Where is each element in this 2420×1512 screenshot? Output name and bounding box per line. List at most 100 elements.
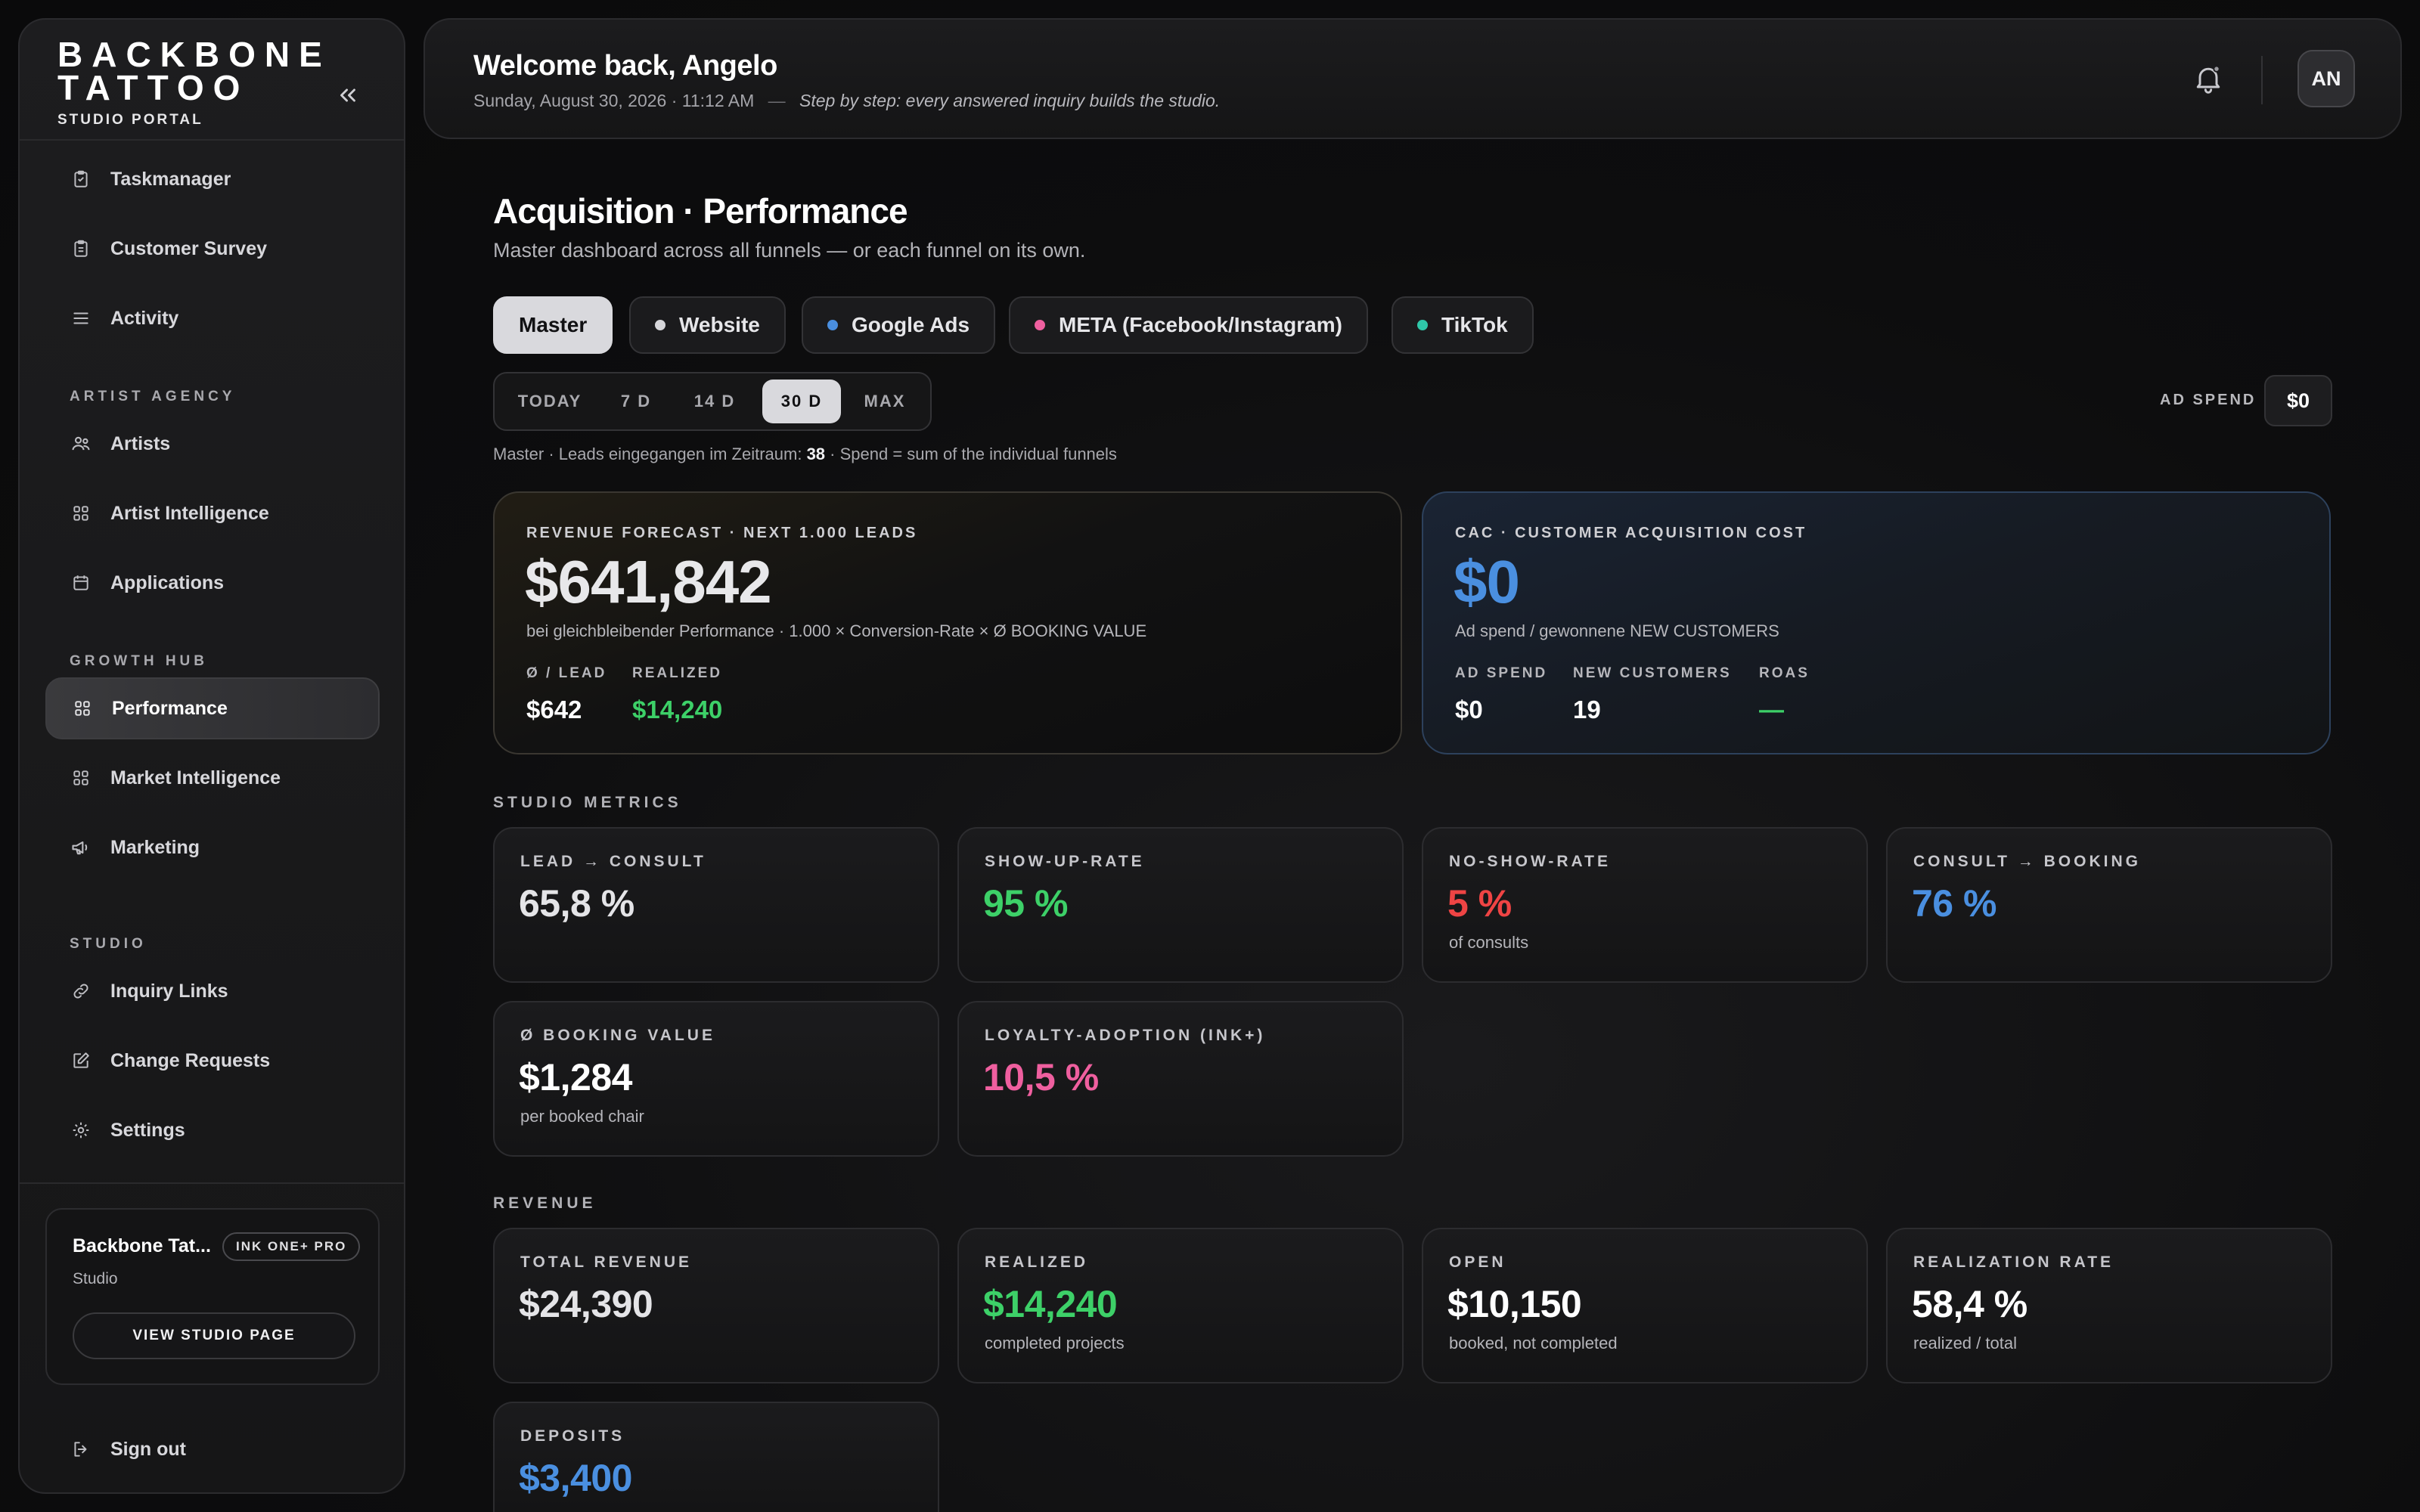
- grid-icon: [70, 767, 92, 789]
- users-icon: [70, 432, 92, 455]
- sidebar-item-applications[interactable]: Applications: [45, 552, 380, 614]
- brand-line-1: BACKBONE: [57, 35, 331, 74]
- sidebar-item-settings[interactable]: Settings: [45, 1099, 380, 1161]
- sidebar-item-label: Applications: [110, 572, 225, 593]
- metric-note: of consults: [1449, 933, 1529, 952]
- current-datetime: Sunday, August 30, 2026 · 11:12 AM: [473, 91, 755, 110]
- date-range-selector: TODAY 7 D 14 D 30 D MAX: [493, 372, 932, 431]
- sidebar-item-label: Taskmanager: [110, 168, 231, 190]
- tab-website[interactable]: Website: [629, 296, 786, 354]
- forecast-value: $641,842: [525, 548, 772, 615]
- metric-label: NO-SHOW-RATE: [1449, 853, 1612, 870]
- tagline: Step by step: every answered inquiry bui…: [799, 91, 1221, 110]
- metric-card-lead-consult: LEAD → CONSULT 65,8 %: [493, 827, 939, 983]
- list-icon: [70, 307, 92, 330]
- sidebar-item-label: Settings: [110, 1119, 185, 1141]
- range-14d[interactable]: 14 D: [693, 392, 736, 411]
- sidebar-item-performance[interactable]: Performance: [45, 677, 380, 739]
- edit-icon: [70, 1049, 92, 1072]
- sidebar-item-taskmanager[interactable]: Taskmanager: [45, 148, 380, 210]
- metric-note: booked, not completed: [1449, 1334, 1618, 1352]
- tab-google-ads[interactable]: Google Ads: [802, 296, 996, 354]
- studio-metrics-heading: STUDIO METRICS: [493, 794, 682, 811]
- funnel-dot-icon: [1417, 320, 1428, 330]
- subline-separator: —: [768, 91, 786, 110]
- revenue-forecast-card: REVENUE FORECAST · NEXT 1.000 LEADS $641…: [493, 491, 1402, 754]
- metric-value: 76 %: [1912, 882, 1996, 925]
- stat-label: Ø / LEAD: [526, 665, 607, 681]
- funnel-dot-icon: [827, 320, 838, 330]
- metric-card-deposits: DEPOSITS $3,400: [493, 1402, 939, 1512]
- sidebar-item-inquiry-links[interactable]: Inquiry Links: [45, 960, 380, 1022]
- range-30d[interactable]: 30 D: [762, 380, 841, 423]
- brand-subtitle: STUDIO PORTAL: [57, 112, 203, 128]
- range-today[interactable]: TODAY: [517, 392, 582, 411]
- sign-out-button[interactable]: Sign out: [70, 1438, 186, 1461]
- tab-meta[interactable]: META (Facebook/Instagram): [1009, 296, 1368, 354]
- stat-value: $0: [1455, 696, 1483, 723]
- sidebar-item-label: Customer Survey: [110, 237, 268, 259]
- collapse-sidebar-button[interactable]: [330, 77, 366, 113]
- per-lead-stat: Ø / LEAD $642: [526, 665, 607, 724]
- metric-value: 10,5 %: [983, 1056, 1099, 1098]
- metric-card-consult-booking: CONSULT → BOOKING 76 %: [1886, 827, 2332, 983]
- tab-master[interactable]: Master: [493, 296, 613, 354]
- megaphone-icon: [70, 836, 92, 859]
- link-icon: [70, 980, 92, 1002]
- ad-spend-input[interactable]: $0: [2264, 375, 2332, 426]
- sidebar-item-label: Marketing: [110, 836, 200, 858]
- metric-label: REALIZED: [985, 1253, 1088, 1271]
- range-7d[interactable]: 7 D: [620, 392, 652, 411]
- metric-label: Ø BOOKING VALUE: [520, 1027, 715, 1044]
- studio-card: Backbone Tat... INK ONE+ PRO Studio VIEW…: [45, 1208, 380, 1385]
- metric-label: CONSULT → BOOKING: [1913, 853, 2141, 870]
- logout-icon: [70, 1438, 92, 1461]
- metric-note: realized / total: [1913, 1334, 2017, 1352]
- card-label: REVENUE FORECAST · NEXT 1.000 LEADS: [526, 525, 918, 541]
- metric-label: DEPOSITS: [520, 1427, 625, 1445]
- metric-label: LEAD → CONSULT: [520, 853, 706, 870]
- brand-logo[interactable]: BACKBONE TATTOO STUDIO PORTAL: [57, 35, 331, 129]
- sidebar-item-marketing[interactable]: Marketing: [45, 816, 380, 878]
- grid-icon: [70, 502, 92, 525]
- sidebar-item-activity[interactable]: Activity: [45, 287, 380, 349]
- plan-badge: INK ONE+ PRO: [222, 1232, 361, 1261]
- top-header: Welcome back, Angelo Sunday, August 30, …: [424, 18, 2402, 139]
- metric-value: 65,8 %: [519, 882, 634, 925]
- notifications-button[interactable]: [2192, 62, 2225, 95]
- cac-note: Ad spend / gewonnene NEW CUSTOMERS: [1455, 621, 1779, 640]
- metric-card-loyalty-adoption: LOYALTY-ADOPTION (INK+) 10,5 %: [957, 1001, 1404, 1157]
- sidebar-item-artist-intelligence[interactable]: Artist Intelligence: [45, 482, 380, 544]
- sidebar-item-label: Inquiry Links: [110, 980, 228, 1002]
- page-title: Acquisition · Performance: [493, 191, 908, 231]
- metric-label: LOYALTY-ADOPTION (INK+): [985, 1027, 1266, 1044]
- sidebar-item-market-intelligence[interactable]: Market Intelligence: [45, 747, 380, 809]
- header-divider: [2261, 56, 2263, 104]
- info-prefix: Master · Leads eingegangen im Zeitraum:: [493, 445, 802, 463]
- sidebar-item-customer-survey[interactable]: Customer Survey: [45, 218, 380, 280]
- sidebar-item-label: Activity: [110, 307, 179, 329]
- metric-value: $3,400: [519, 1457, 632, 1499]
- sidebar-item-change-requests[interactable]: Change Requests: [45, 1030, 380, 1092]
- sidebar-divider: [20, 1182, 404, 1184]
- avatar[interactable]: AN: [2297, 50, 2355, 107]
- stat-value: $14,240: [632, 696, 723, 723]
- clipboard-icon: [70, 168, 92, 191]
- metric-label: OPEN: [1449, 1253, 1506, 1271]
- section-label-growth-hub: GROWTH HUB: [70, 653, 208, 669]
- leads-info-line: Master · Leads eingegangen im Zeitraum: …: [493, 445, 1117, 464]
- tab-tiktok[interactable]: TikTok: [1392, 296, 1534, 354]
- stat-label: REALIZED: [632, 665, 722, 681]
- funnel-dot-icon: [655, 320, 666, 330]
- cac-card: CAC · CUSTOMER ACQUISITION COST $0 Ad sp…: [1422, 491, 2331, 754]
- metric-card-open: OPEN $10,150 booked, not completed: [1422, 1228, 1868, 1383]
- metric-label: REALIZATION RATE: [1913, 1253, 2114, 1271]
- range-max[interactable]: MAX: [864, 392, 906, 411]
- roas-stat: ROAS —: [1759, 665, 1810, 724]
- sidebar-item-label: Performance: [112, 697, 228, 719]
- tab-label: TikTok: [1441, 313, 1508, 336]
- view-studio-page-button[interactable]: VIEW STUDIO PAGE: [73, 1312, 355, 1359]
- funnel-dot-icon: [1035, 320, 1045, 330]
- calendar-icon: [70, 572, 92, 594]
- sidebar-item-artists[interactable]: Artists: [45, 413, 380, 475]
